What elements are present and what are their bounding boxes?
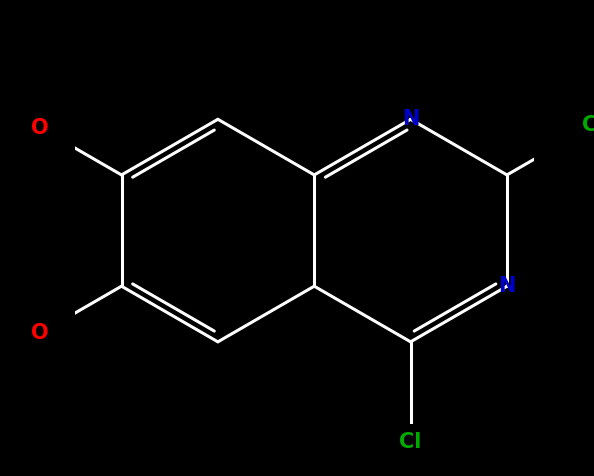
Text: N: N [402, 109, 419, 129]
Text: Cl: Cl [583, 115, 594, 135]
Text: O: O [31, 118, 49, 138]
Text: O: O [31, 324, 49, 344]
Text: N: N [498, 276, 516, 296]
Text: Cl: Cl [399, 432, 422, 452]
